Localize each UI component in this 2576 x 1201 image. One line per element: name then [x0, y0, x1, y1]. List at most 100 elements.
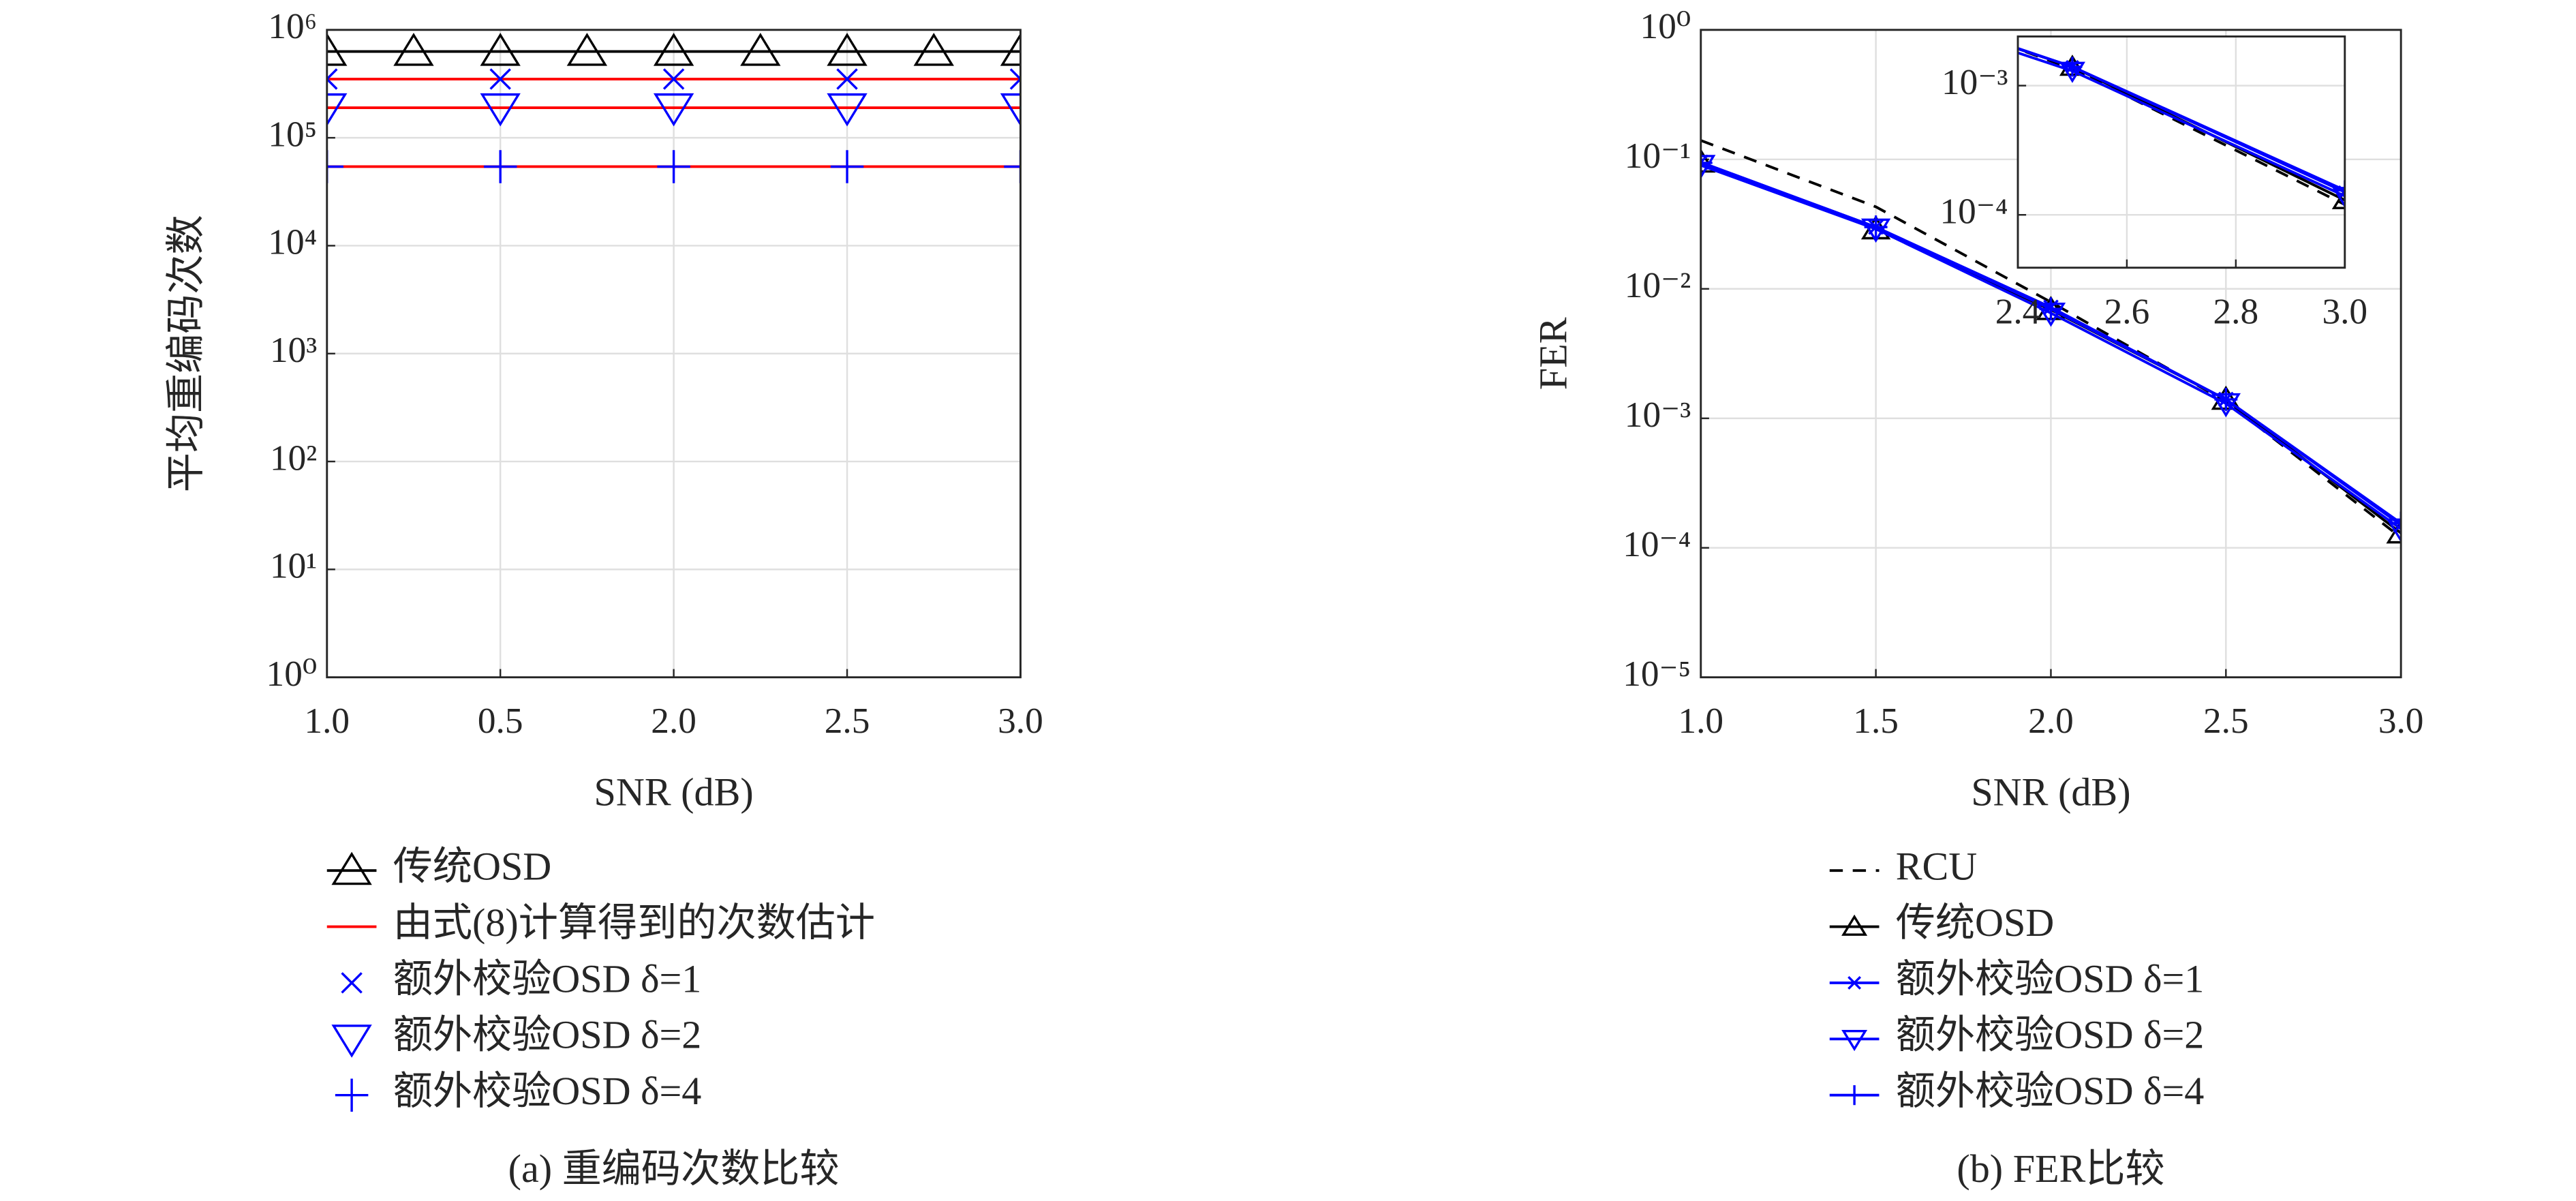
x-tick-label: 2.4: [1995, 291, 2041, 331]
chart: 1.0 1.5 2.0 2.5 3.0 10⁻⁵ 10⁻⁴ 10⁻³ 10⁻² 10⁻¹ 10⁰ SN…: [1531, 6, 2424, 1191]
x-tick-label: 3.0: [2378, 701, 2424, 741]
y-tick-label: 10⁶: [268, 6, 317, 46]
marker: [2331, 187, 2345, 209]
marker: [662, 68, 685, 90]
y-axis-label: FER: [1531, 317, 1575, 390]
legend-label: 传统OSD: [393, 845, 552, 889]
caption: (a) 重编码次数比较: [508, 1146, 840, 1191]
y-tick-label: 10⁵: [268, 114, 317, 154]
x-tick-label: 3.0: [998, 701, 1043, 741]
y-axis-label: 平均重编码次数: [164, 215, 208, 492]
x-tick-label: 0.5: [478, 701, 523, 741]
legend-label: 额外校验OSD δ=4: [1896, 1069, 2205, 1113]
marker: [657, 150, 690, 183]
marker: [913, 33, 954, 66]
marker: [830, 150, 864, 183]
x-tick-label: 2.8: [2213, 291, 2259, 331]
marker: [335, 1078, 369, 1112]
marker: [2062, 57, 2083, 77]
series-line: [2018, 47, 2345, 192]
x-tick-label: 2.6: [2104, 291, 2150, 331]
x-tick-label: 2.5: [2203, 701, 2249, 741]
legend-label: 传统OSD: [1896, 900, 2055, 945]
marker: [653, 93, 694, 127]
marker: [480, 93, 521, 127]
marker: [1004, 150, 1021, 183]
legend-label: RCU: [1896, 845, 1978, 889]
marker: [653, 33, 694, 66]
marker: [326, 93, 348, 127]
x-tick-label: 1.0: [304, 701, 350, 741]
marker: [1841, 1029, 1868, 1052]
y-tick-label: 10¹: [270, 546, 317, 586]
legend-label: 额外校验OSD δ=4: [393, 1069, 702, 1113]
marker: [827, 93, 868, 127]
marker: [1841, 914, 1868, 936]
legend-label: 额外校验OSD δ=2: [1896, 1013, 2205, 1057]
y-tick-label: 10⁻³: [1625, 395, 1691, 435]
marker: [1844, 1085, 1865, 1106]
plot-frame: [1700, 29, 2402, 679]
marker: [326, 68, 338, 90]
marker: [1847, 976, 1862, 990]
marker: [1000, 33, 1021, 66]
series-line: [2018, 51, 2345, 198]
legend-label: 额外校验OSD δ=2: [393, 1013, 702, 1057]
x-tick-label: 2.0: [2028, 701, 2074, 741]
x-tick-label: 2.5: [825, 701, 870, 741]
marker: [740, 33, 781, 66]
y-tick-label: 10²: [270, 438, 317, 478]
marker: [326, 33, 348, 66]
chart: 1.0 0.5 2.0 2.5 3.0 10⁰ 10¹ 10² 10³ 10⁴ 10⁵ 10⁶ SNR …: [164, 6, 1043, 1191]
marker: [483, 150, 517, 183]
inset: 2.4 2.6 2.8 3.0 10⁻⁴ 10⁻³: [1939, 35, 2367, 331]
x-tick-label: 1.5: [1853, 701, 1899, 741]
data-layer: [326, 33, 1021, 183]
plot-frame: [2017, 35, 2346, 269]
marker: [827, 33, 868, 66]
marker: [1000, 93, 1021, 127]
x-tick-label: 1.0: [1678, 701, 1723, 741]
legend-label: 额外校验OSD δ=1: [1896, 956, 2205, 1001]
marker: [1700, 151, 1713, 174]
marker: [1700, 148, 1716, 173]
marker: [331, 851, 372, 885]
y-tick-label: 10⁴: [268, 222, 317, 262]
x-tick-label: 3.0: [2322, 291, 2367, 331]
marker: [1009, 68, 1021, 90]
y-tick-label: 10⁻⁵: [1623, 654, 1691, 694]
plot-frame: [326, 29, 1022, 679]
y-tick-label: 10⁻⁴: [1623, 524, 1691, 564]
marker: [2214, 388, 2238, 411]
x-axis-label: SNR (dB): [1971, 770, 2130, 814]
y-tick-label: 10⁻²: [1625, 265, 1691, 305]
marker: [393, 33, 434, 66]
marker: [2386, 518, 2402, 543]
y-tick-label: 10⁰: [266, 654, 318, 694]
caption: (b) FER比较: [1957, 1146, 2164, 1191]
marker: [341, 972, 363, 994]
x-tick-label: 2.0: [651, 701, 696, 741]
y-tick-label: 10³: [270, 330, 317, 370]
marker: [326, 150, 343, 183]
marker: [2335, 180, 2345, 200]
marker: [331, 1024, 372, 1058]
y-tick-label: 10⁻¹: [1625, 136, 1691, 176]
marker: [836, 68, 858, 90]
series-line: [2018, 47, 2345, 206]
series-line: [1700, 139, 2402, 539]
marker: [480, 33, 521, 66]
y-tick-label: 10⁻⁴: [1939, 191, 2008, 231]
marker: [2039, 297, 2063, 321]
x-axis-label: SNR (dB): [594, 770, 754, 814]
data-layer: [1700, 139, 2402, 544]
marker: [489, 68, 511, 90]
legend-label: 由式(8)计算得到的次数估计: [393, 900, 875, 945]
y-tick-label: 10⁻³: [1942, 62, 2008, 102]
legend-label: 额外校验OSD δ=1: [393, 956, 702, 1001]
marker: [566, 33, 608, 66]
data-layer: [2018, 46, 2345, 209]
y-tick-label: 10⁰: [1640, 6, 1691, 46]
